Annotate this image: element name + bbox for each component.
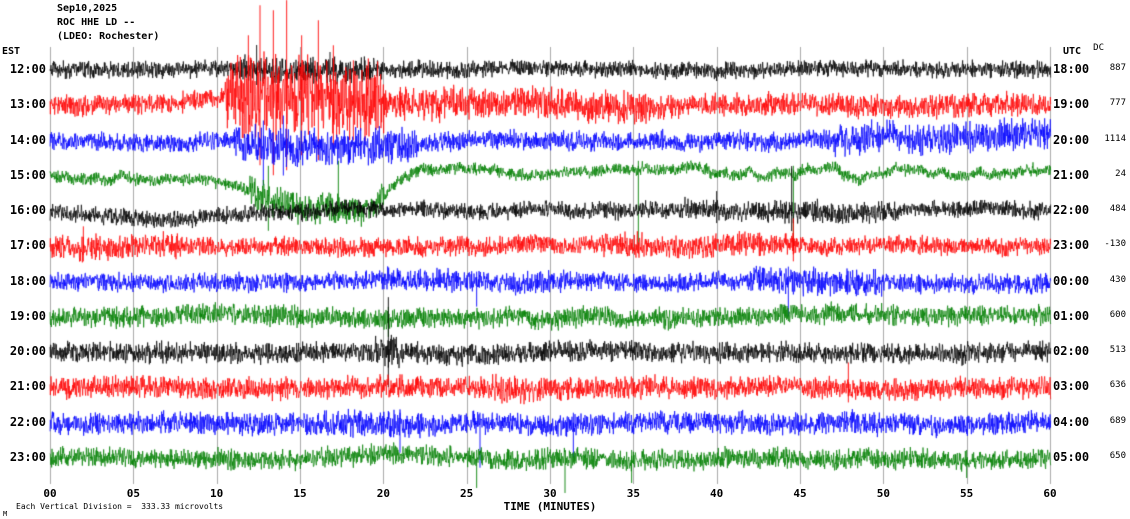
x-tick-label: 60	[1043, 487, 1057, 500]
scale-note: Each Vertical Division = 333.33 microvol…	[16, 502, 224, 511]
x-tick-label: 50	[876, 487, 890, 500]
utc-hour-label: 01:00	[1053, 308, 1090, 323]
est-hour-label: 15:00	[9, 167, 46, 182]
x-tick-label: 55	[960, 487, 974, 500]
x-tick-label: 10	[210, 487, 224, 500]
x-tick-label: 20	[376, 487, 390, 500]
right-axis-label: UTC	[1063, 46, 1082, 57]
header-date: Sep10,2025	[57, 3, 118, 14]
x-tick-label: 45	[793, 487, 807, 500]
utc-hour-label: 23:00	[1053, 238, 1090, 253]
est-hour-label: 12:00	[9, 62, 46, 76]
est-hour-label: 20:00	[9, 344, 46, 359]
utc-hour-label: 18:00	[1053, 62, 1090, 76]
header-station: ROC HHE LD --	[57, 17, 136, 28]
est-hour-label: 23:00	[9, 449, 46, 464]
dc-axis-label: DC	[1093, 43, 1104, 53]
header-network: (LDEO: Rochester)	[57, 31, 160, 42]
utc-hour-label: 03:00	[1053, 379, 1090, 394]
est-hour-label: 14:00	[9, 132, 46, 147]
x-tick-label: 40	[710, 487, 724, 500]
x-tick-label: 15	[293, 487, 307, 500]
dc-offset-value: 887	[1109, 63, 1126, 73]
utc-hour-label: 04:00	[1053, 414, 1090, 429]
utc-hour-label: 21:00	[1053, 167, 1090, 182]
dc-offset-value: 636	[1109, 380, 1126, 391]
est-hour-label: 13:00	[9, 97, 46, 112]
utc-hour-label: 20:00	[1053, 132, 1090, 147]
utc-hour-label: 02:00	[1053, 344, 1090, 359]
est-hour-label: 18:00	[9, 273, 46, 288]
utc-hour-label: 00:00	[1053, 273, 1090, 288]
dc-offset-value: 777	[1109, 98, 1126, 109]
utc-hour-label: 19:00	[1053, 97, 1090, 112]
x-tick-label: 00	[43, 487, 57, 500]
dc-offset-value: 689	[1109, 415, 1126, 426]
x-axis-title: TIME (MINUTES)	[503, 500, 597, 513]
est-hour-label: 19:00	[9, 308, 46, 323]
dc-offset-value: -130	[1104, 239, 1126, 250]
est-hour-label: 21:00	[9, 379, 46, 394]
dc-offset-value: 484	[1109, 204, 1126, 215]
dc-offset-value: 513	[1109, 345, 1126, 356]
dc-offset-value: 24	[1115, 168, 1126, 179]
utc-hour-label: 05:00	[1053, 449, 1090, 464]
x-tick-label: 35	[626, 487, 640, 500]
est-hour-label: 16:00	[9, 203, 46, 218]
est-hour-label: 22:00	[9, 414, 46, 429]
dc-offset-value: 1114	[1104, 133, 1126, 144]
utc-hour-label: 22:00	[1053, 203, 1090, 218]
x-tick-label: 05	[126, 487, 140, 500]
x-tick-label: 25	[460, 487, 474, 500]
corner-mark: M	[3, 510, 8, 518]
dc-offset-value: 600	[1109, 309, 1126, 320]
est-hour-label: 17:00	[9, 238, 46, 253]
left-axis-label: EST	[2, 46, 21, 57]
x-tick-label: 30	[543, 487, 557, 500]
dc-offset-value: 430	[1109, 274, 1126, 285]
dc-offset-value: 650	[1109, 450, 1126, 461]
